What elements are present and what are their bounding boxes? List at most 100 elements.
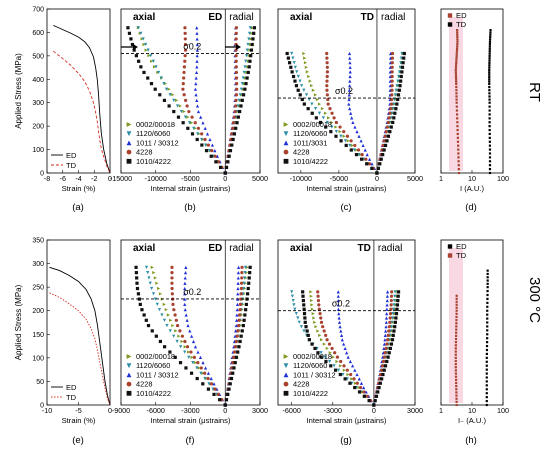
data-point [316,351,320,355]
sigma-label: σ0.2 [335,86,353,96]
data-point [485,344,489,348]
data-point [402,56,406,60]
data-point [201,382,205,386]
legend-marker [283,158,289,164]
data-point [301,290,305,294]
data-point [394,316,398,320]
legend-entry: 4228 [136,380,152,389]
x-tick-label: -5 [75,406,81,415]
data-point [298,79,302,83]
data-point [172,109,176,114]
data-point [142,42,146,47]
data-point [237,313,242,317]
data-point [486,329,489,332]
data-point [186,126,190,130]
data-point [232,366,236,370]
data-point [360,153,364,157]
data-point [376,390,380,394]
data-point [347,88,352,92]
data-point [240,271,244,275]
data-point [247,31,252,35]
x-tick-label: 100 [497,174,509,183]
data-point [317,102,322,106]
data-point [184,98,188,102]
data-point [485,376,488,379]
data-point [157,308,162,312]
data-point [158,339,162,344]
data-point [234,26,238,30]
data-point [454,350,457,353]
data-point [325,338,329,342]
data-point [390,65,394,69]
data-point [233,345,238,349]
data-point [380,364,385,368]
data-point [208,137,212,142]
data-point [303,61,308,65]
data-point [354,153,359,157]
data-point [186,115,190,119]
data-point [489,31,492,34]
data-point [188,329,192,333]
data-point [328,107,332,111]
data-point [457,144,460,147]
data-point [339,364,343,368]
data-point [454,75,458,79]
data-point [335,355,339,359]
data-point [183,26,187,30]
data-point [243,87,247,91]
data-point [486,301,489,304]
data-point [292,61,296,65]
data-point [456,132,459,136]
data-point [231,361,235,365]
data-point [348,61,352,65]
panel-a-frame [46,8,111,174]
data-point [195,31,199,35]
data-point [310,307,315,311]
x-axis-label: Strain (%) [62,184,96,193]
data-point [168,350,172,354]
data-point [302,102,306,106]
data-point [218,398,222,402]
data-point [454,334,458,337]
data-point [216,392,220,397]
data-point [175,98,179,102]
data-point [150,286,154,291]
legend-marker [283,140,289,146]
data-point [336,368,341,372]
data-point [152,65,157,69]
data-point [313,346,317,351]
data-point [455,82,458,86]
legend-marker [283,381,289,387]
data-point [231,137,235,142]
data-point [488,66,491,69]
data-point [488,64,491,67]
data-point [171,302,175,307]
data-point [454,369,457,372]
y-tick-label: 700 [32,7,44,14]
data-point [486,305,489,308]
data-point [392,298,396,303]
series-line-ed [53,24,111,174]
data-point [310,102,314,106]
data-point [240,329,244,333]
data-point [231,121,236,125]
data-point [236,292,240,296]
data-point [239,297,243,301]
data-point [242,286,246,291]
data-point [384,325,388,329]
data-point [367,162,372,166]
data-point [192,355,196,359]
data-point [242,70,246,75]
data-point [455,322,458,325]
data-point [234,37,238,41]
data-point [195,376,199,381]
data-point [485,388,488,391]
row-label-rt: RT [526,82,543,102]
data-point [455,47,459,50]
data-point [181,82,185,86]
x-tick-label: 0 [108,174,112,183]
data-point [195,137,199,142]
data-point [132,48,136,52]
data-point [150,265,154,269]
data-point [175,339,179,344]
